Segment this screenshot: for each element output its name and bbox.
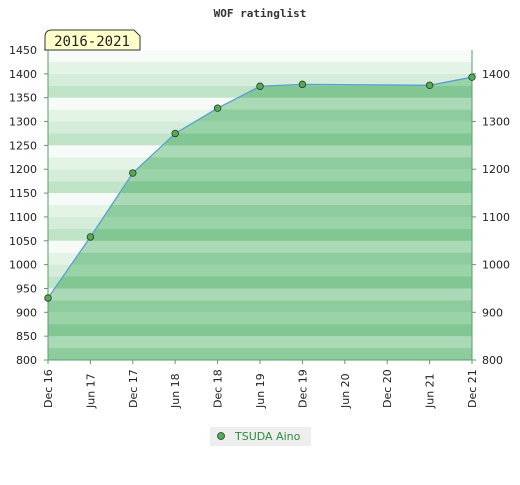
data-points bbox=[44, 73, 476, 302]
y-left-tick-label: 800 bbox=[16, 354, 37, 367]
legend: TSUDA Aino bbox=[210, 427, 311, 446]
x-tick-label: Jun 19 bbox=[254, 373, 267, 409]
y-left-tick-label: 1450 bbox=[9, 44, 37, 57]
y-left-tick-label: 1200 bbox=[9, 163, 37, 176]
y-right-tick-label: 1400 bbox=[482, 68, 510, 81]
x-tick-label: Dec 20 bbox=[381, 369, 394, 408]
area-stripes bbox=[48, 85, 472, 360]
area-stripe bbox=[48, 252, 472, 265]
legend-marker bbox=[217, 432, 225, 440]
area-stripe bbox=[48, 348, 472, 360]
bg-band bbox=[48, 50, 472, 62]
data-point[interactable] bbox=[129, 169, 137, 177]
y-right-tick-label: 1100 bbox=[482, 211, 510, 224]
x-tick-label: Dec 17 bbox=[127, 369, 140, 408]
data-point[interactable] bbox=[86, 233, 95, 241]
x-tick-label: Dec 18 bbox=[212, 369, 225, 408]
x-tick-label: Jun 18 bbox=[169, 373, 182, 409]
x-tick-label: Jun 17 bbox=[84, 373, 97, 409]
chart-title: WOF ratinglist bbox=[214, 7, 307, 20]
bg-band bbox=[48, 61, 472, 74]
area-stripe bbox=[48, 205, 472, 217]
area-stripe bbox=[48, 157, 472, 170]
y-left-tick-label: 1150 bbox=[9, 187, 37, 200]
x-tick-label: Dec 19 bbox=[296, 369, 309, 408]
y-right-tick-label: 1300 bbox=[482, 116, 510, 129]
legend-label[interactable]: TSUDA Aino bbox=[234, 430, 301, 443]
area-stripe bbox=[48, 324, 472, 337]
data-point[interactable] bbox=[425, 81, 434, 89]
area-stripe bbox=[48, 276, 472, 289]
data-point[interactable] bbox=[171, 129, 179, 138]
y-left-tick-label: 1400 bbox=[9, 68, 37, 81]
date-range-label: 2016-2021 bbox=[54, 34, 130, 50]
data-point[interactable] bbox=[213, 104, 222, 112]
axes: 800 850 900 950 1000 1050 1100 1150 1200 1250 1300… bbox=[9, 44, 510, 409]
data-point[interactable] bbox=[256, 82, 264, 90]
y-left-tick-label: 1300 bbox=[9, 116, 37, 129]
y-right-tick-label: 900 bbox=[482, 306, 503, 319]
y-left-tick-label: 1000 bbox=[9, 259, 37, 272]
y-left-tick-label: 1050 bbox=[9, 235, 37, 248]
date-range-box: 2016-2021 bbox=[44, 29, 141, 51]
y-left-tick-label: 1350 bbox=[9, 92, 37, 105]
area-stripe bbox=[48, 85, 472, 98]
data-point[interactable] bbox=[298, 80, 307, 89]
y-left-tick-label: 950 bbox=[16, 282, 37, 295]
area-stripe bbox=[48, 133, 472, 146]
y-left-tick-label: 900 bbox=[16, 306, 37, 319]
legend-background bbox=[210, 427, 311, 446]
area-stripe bbox=[48, 300, 472, 313]
y-left-tick-label: 1100 bbox=[9, 211, 37, 224]
x-tick-label: Dec 21 bbox=[466, 369, 479, 408]
area-layer bbox=[47, 76, 473, 360]
x-tick-label: Dec 16 bbox=[42, 369, 55, 408]
y-left-tick-label: 1250 bbox=[9, 139, 37, 152]
y-right-tick-label: 1000 bbox=[482, 259, 510, 272]
data-point[interactable] bbox=[468, 73, 476, 81]
x-tick-label: Jun 21 bbox=[424, 373, 437, 409]
area-stripe bbox=[48, 181, 472, 194]
x-tick-label: Jun 20 bbox=[339, 373, 352, 409]
series-area bbox=[48, 77, 472, 360]
area-stripe bbox=[48, 109, 472, 122]
y-right-tick-label: 800 bbox=[482, 354, 503, 367]
data-point[interactable] bbox=[44, 294, 52, 302]
y-right-tick-label: 1200 bbox=[482, 163, 510, 176]
y-left-tick-label: 850 bbox=[16, 330, 37, 343]
bg-band bbox=[48, 73, 472, 86]
area-stripe bbox=[48, 228, 472, 241]
